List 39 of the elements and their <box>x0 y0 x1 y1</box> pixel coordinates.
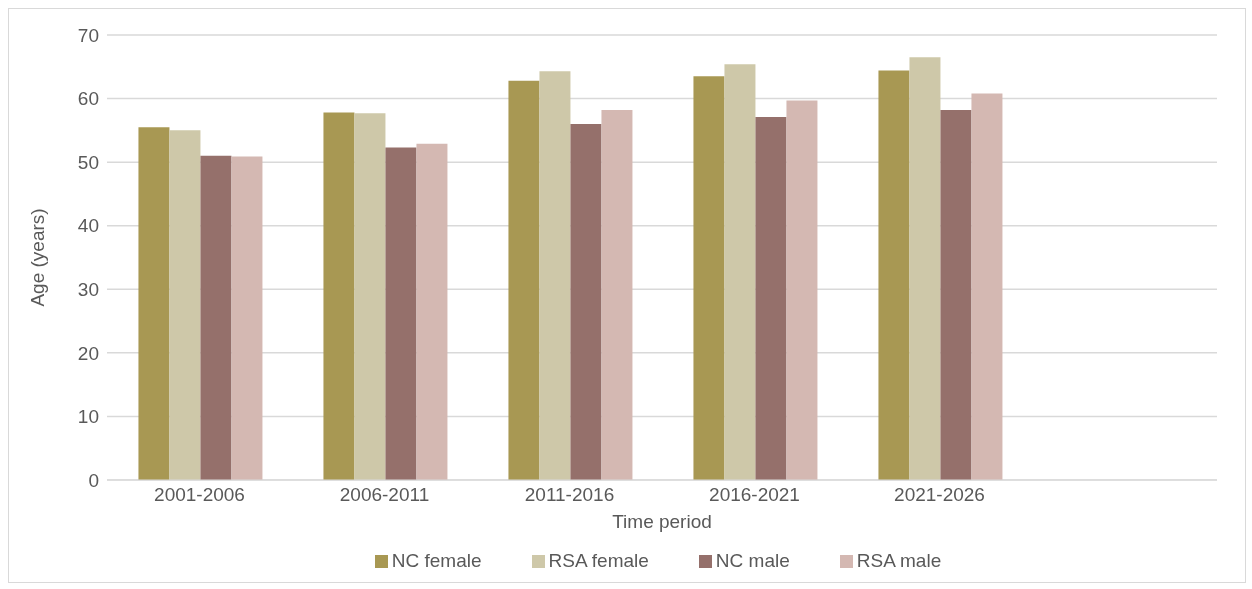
y-tick-label: 10 <box>77 406 99 428</box>
bar <box>601 110 633 480</box>
x-tick-label: 2006-2011 <box>339 484 430 506</box>
y-tick-label: 20 <box>77 342 99 364</box>
legend-label: NC male <box>715 550 790 571</box>
bar <box>693 76 725 480</box>
y-tick-label: 40 <box>77 215 99 237</box>
x-axis-title: Time period <box>612 511 712 532</box>
bar <box>539 71 571 480</box>
bar <box>385 147 417 480</box>
y-tick-label: 60 <box>77 88 99 110</box>
legend-label: NC female <box>391 550 482 571</box>
x-tick-label: 2016-2021 <box>709 484 800 506</box>
legend-label: RSA female <box>548 550 649 571</box>
bar <box>508 80 540 480</box>
bar <box>138 127 170 480</box>
bar <box>971 93 1003 480</box>
bar <box>940 110 972 480</box>
bar <box>323 112 355 480</box>
y-tick-label: 50 <box>77 151 99 173</box>
bar <box>909 57 941 480</box>
bar <box>169 130 201 480</box>
bar <box>200 155 232 480</box>
bar <box>354 113 386 480</box>
y-tick-label: 70 <box>77 24 99 46</box>
bar <box>416 143 448 480</box>
legend-label: RSA male <box>856 550 942 571</box>
bar <box>755 117 787 480</box>
bar <box>786 100 818 480</box>
bar <box>231 156 263 480</box>
y-tick-label: 30 <box>77 279 99 301</box>
x-tick-label: 2001-2006 <box>154 484 245 506</box>
bar <box>878 70 910 480</box>
y-tick-label: 0 <box>88 469 99 491</box>
y-axis-title: Age (years) <box>26 208 48 307</box>
bar <box>724 64 756 480</box>
bar <box>570 124 602 480</box>
x-tick-label: 2021-2026 <box>894 484 985 506</box>
x-tick-label: 2011-2016 <box>524 484 615 506</box>
